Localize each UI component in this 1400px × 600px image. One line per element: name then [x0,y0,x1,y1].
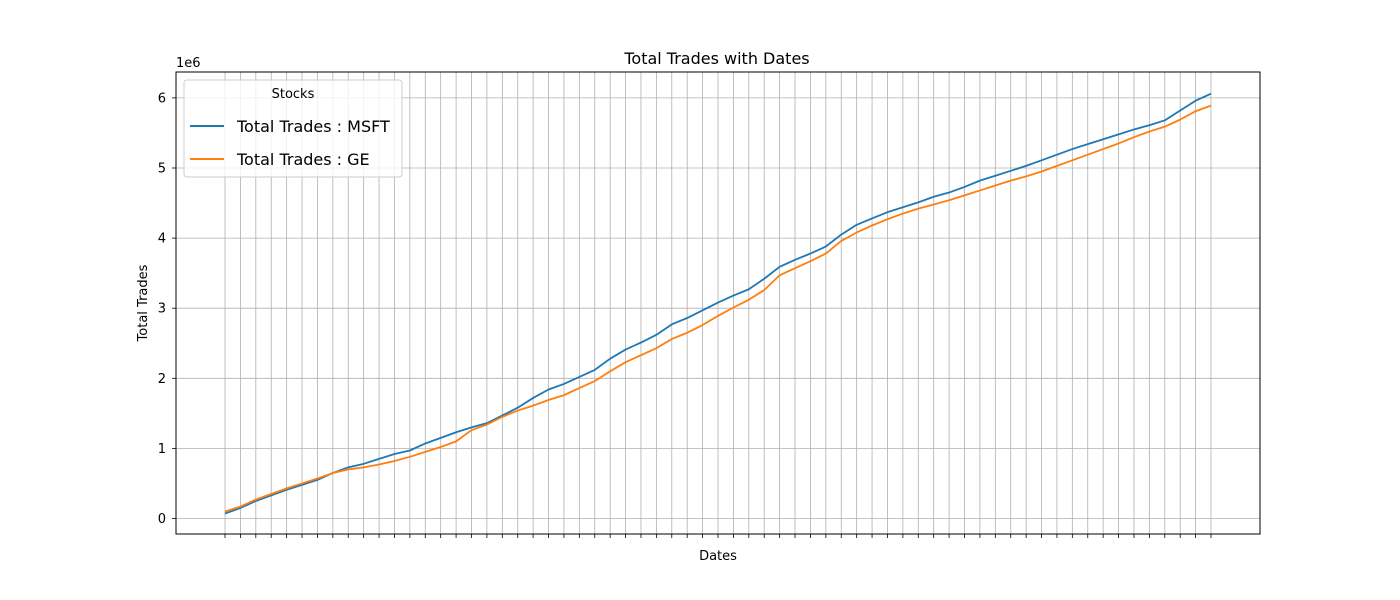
y-tick-label: 4 [158,232,166,247]
series-line-ge [224,104,1212,513]
y-tick-label: 1 [158,442,166,457]
chart-title: Total Trades with Dates [623,49,809,68]
y-tick-label: 5 [158,162,166,177]
y-tick-label: 2 [158,372,166,387]
legend-label-ge: Total Trades : GE [236,150,370,169]
y-tick-label: 6 [158,91,166,106]
legend: Stocks Total Trades : MSFT Total Trades … [183,79,403,178]
legend-frame [183,79,403,178]
y-axis-label: Total Trades [136,264,151,342]
data-series [224,92,1212,515]
series-line-msft [224,92,1212,515]
y-axis-offset-label: 1e6 [176,56,201,71]
x-axis-ticks [224,534,1212,538]
legend-title: Stocks [272,87,315,102]
y-tick-label: 0 [158,512,166,527]
legend-label-msft: Total Trades : MSFT [236,117,390,136]
x-axis-label: Dates [699,549,737,564]
plot-area-frame [175,71,1261,535]
y-axis-ticks: 0 1 2 3 4 5 6 [158,91,176,527]
y-tick-label: 3 [158,302,166,317]
